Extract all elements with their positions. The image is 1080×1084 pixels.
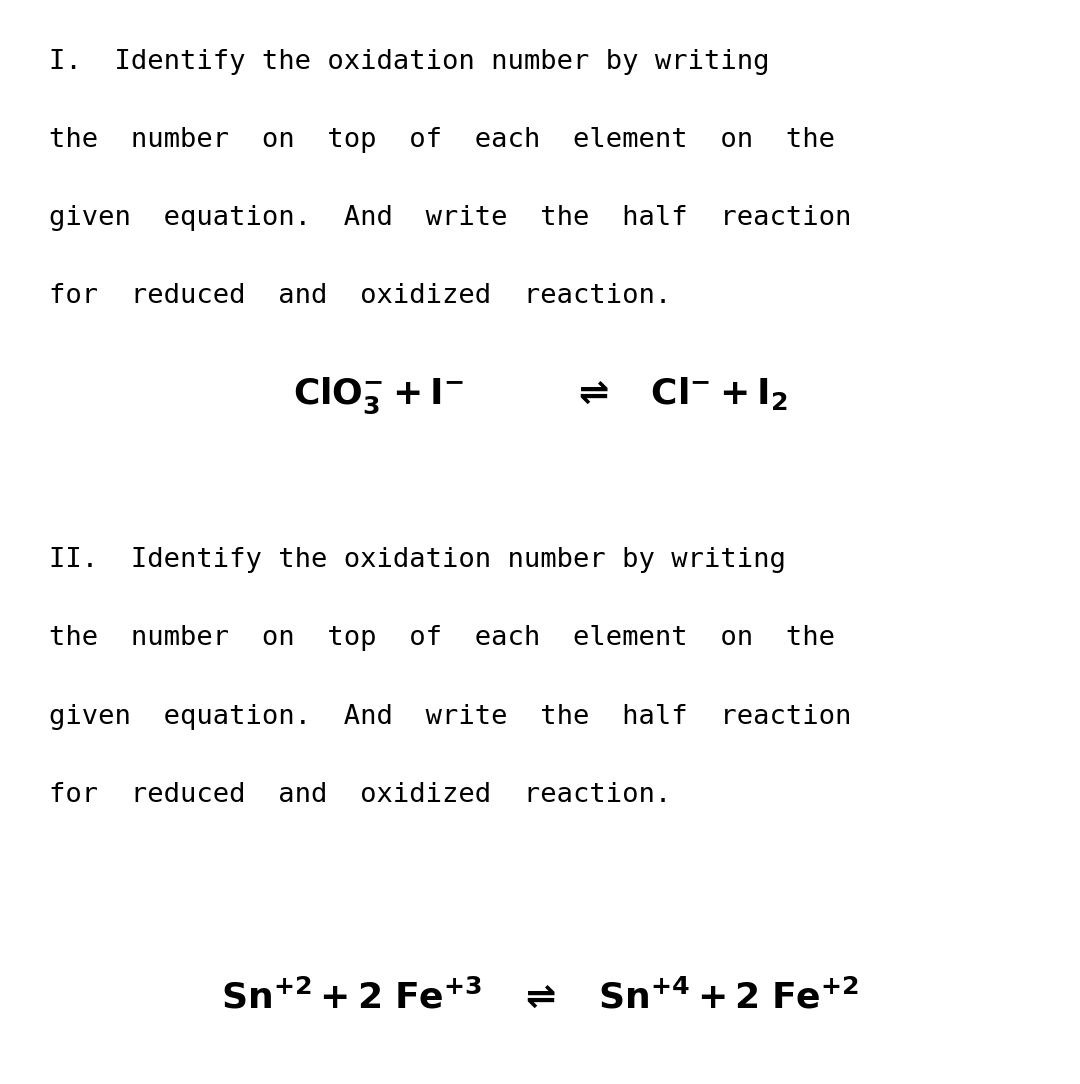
Text: given  equation.  And  write  the  half  reaction: given equation. And write the half react… (49, 704, 851, 730)
Text: II.  Identify the oxidation number by writing: II. Identify the oxidation number by wri… (49, 547, 785, 573)
Text: $\mathbf{ClO_3^{\boldsymbol{-}} + I^{\boldsymbol{-}}}$$\quad\quad\quad$$\mathbf{: $\mathbf{ClO_3^{\boldsymbol{-}} + I^{\bo… (293, 375, 787, 416)
Text: for  reduced  and  oxidized  reaction.: for reduced and oxidized reaction. (49, 782, 671, 808)
Text: for  reduced  and  oxidized  reaction.: for reduced and oxidized reaction. (49, 283, 671, 309)
Text: given  equation.  And  write  the  half  reaction: given equation. And write the half react… (49, 205, 851, 231)
Text: the  number  on  top  of  each  element  on  the: the number on top of each element on the (49, 127, 835, 153)
Text: $\mathbf{Sn^{+2} + 2\ Fe^{+3}}$$\quad$$\mathbf{\rightleftharpoons}$$\quad$$\math: $\mathbf{Sn^{+2} + 2\ Fe^{+3}}$$\quad$$\… (220, 979, 860, 1016)
Text: the  number  on  top  of  each  element  on  the: the number on top of each element on the (49, 625, 835, 651)
Text: I.  Identify the oxidation number by writing: I. Identify the oxidation number by writ… (49, 49, 769, 75)
